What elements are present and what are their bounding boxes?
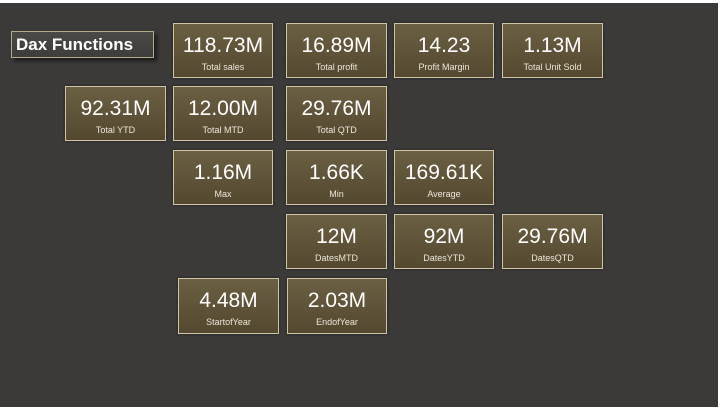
- report-canvas: Dax Functions 118.73M Total sales 16.89M…: [0, 3, 718, 407]
- card-total-profit[interactable]: 16.89M Total profit: [286, 23, 387, 78]
- card-total-ytd[interactable]: 92.31M Total YTD: [65, 86, 166, 141]
- card-label: DatesMTD: [314, 253, 358, 263]
- card-total-qtd[interactable]: 29.76M Total QTD: [286, 86, 387, 141]
- card-min[interactable]: 1.66K Min: [286, 150, 387, 205]
- card-label: Total profit: [315, 62, 358, 72]
- card-value: 169.61K: [404, 161, 484, 184]
- page-title: Dax Functions: [11, 31, 154, 58]
- card-value: 16.89M: [301, 34, 372, 57]
- card-dates-qtd[interactable]: 29.76M DatesQTD: [502, 214, 603, 269]
- card-label: Total YTD: [95, 125, 136, 135]
- card-label: Min: [329, 189, 344, 199]
- card-label: Profit Margin: [418, 62, 470, 72]
- card-value: 14.23: [417, 34, 471, 57]
- card-total-sales[interactable]: 118.73M Total sales: [173, 23, 273, 78]
- card-label: Max: [214, 189, 232, 199]
- card-label: EndofYear: [316, 317, 358, 327]
- card-value: 92.31M: [80, 97, 151, 120]
- card-value: 4.48M: [199, 289, 258, 312]
- card-label: Total QTD: [316, 125, 357, 135]
- card-value: 2.03M: [307, 289, 367, 312]
- card-value: 12.00M: [187, 97, 259, 120]
- card-average[interactable]: 169.61K Average: [394, 150, 494, 205]
- card-label: Average: [427, 189, 461, 199]
- card-label: Total MTD: [202, 125, 244, 135]
- card-value: 12M: [316, 225, 357, 248]
- card-end-of-year[interactable]: 2.03M EndofYear: [287, 278, 387, 334]
- card-label: DatesYTD: [423, 253, 465, 263]
- card-label: Total Unit Sold: [523, 62, 582, 72]
- card-value: 92M: [423, 225, 465, 248]
- card-value: 1.13M: [523, 34, 582, 57]
- card-label: DatesQTD: [531, 253, 574, 263]
- card-total-unit-sold[interactable]: 1.13M Total Unit Sold: [502, 23, 603, 78]
- card-value: 29.76M: [517, 225, 588, 248]
- card-label: Total sales: [201, 62, 245, 72]
- card-dates-ytd[interactable]: 92M DatesYTD: [394, 214, 494, 269]
- card-value: 118.73M: [182, 34, 264, 57]
- card-value: 29.76M: [301, 97, 372, 120]
- card-value: 1.66K: [309, 161, 364, 184]
- card-max[interactable]: 1.16M Max: [173, 150, 273, 205]
- card-start-of-year[interactable]: 4.48M StartofYear: [178, 278, 279, 334]
- card-dates-mtd[interactable]: 12M DatesMTD: [286, 214, 387, 269]
- card-value: 1.16M: [193, 161, 253, 184]
- card-profit-margin[interactable]: 14.23 Profit Margin: [394, 23, 494, 78]
- card-total-mtd[interactable]: 12.00M Total MTD: [173, 86, 273, 141]
- card-label: StartofYear: [206, 317, 251, 327]
